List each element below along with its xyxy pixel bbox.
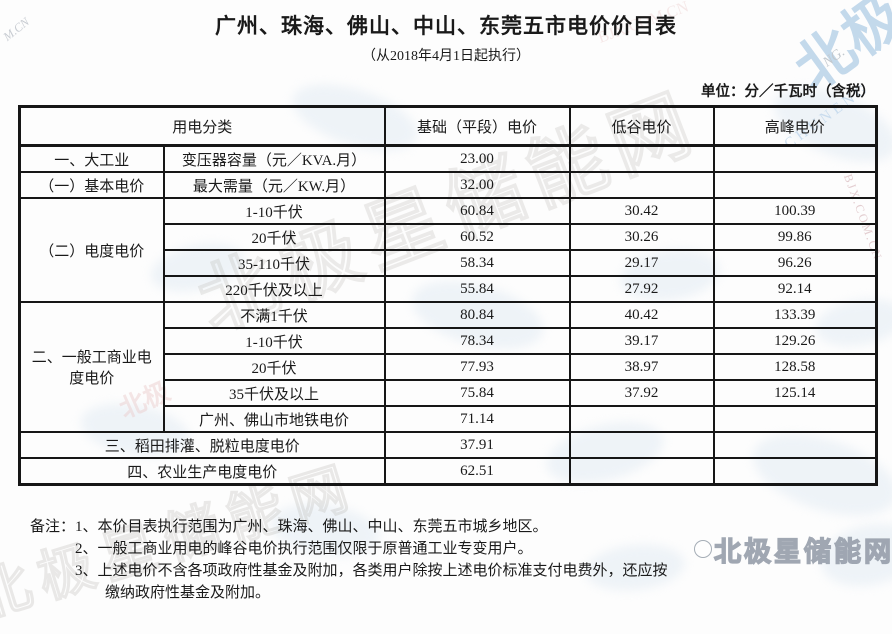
base-price: 55.84 xyxy=(383,275,571,303)
table-header-row: 用电分类 基础（平段）电价 低谷电价 高峰电价 xyxy=(18,105,878,147)
valley-price: 39.17 xyxy=(568,327,715,355)
base-price: 80.84 xyxy=(383,301,571,329)
row-label: 最大需量（元／KW.月） xyxy=(162,171,386,199)
row-label-agricultural: 四、农业生产电度电价 xyxy=(18,457,386,486)
group-energy-price: （二）电度电价 xyxy=(18,197,165,303)
peak-price xyxy=(712,171,878,199)
peak-price: 100.39 xyxy=(712,197,878,225)
peak-price: 133.39 xyxy=(712,301,878,329)
base-price: 75.84 xyxy=(383,379,571,407)
row-label: 1-10千伏 xyxy=(162,197,386,225)
valley-price: 30.26 xyxy=(568,223,715,251)
row-label: 变压器容量（元／KVA.月） xyxy=(162,144,386,173)
valley-price: 29.17 xyxy=(568,249,715,277)
col-header-valley: 低谷电价 xyxy=(568,105,715,147)
base-price: 78.34 xyxy=(383,327,571,355)
base-price: 62.51 xyxy=(383,457,571,486)
notes: 备注： 1、本价目表执行范围为广州、珠海、佛山、中山、东莞五市城乡地区。 2、一… xyxy=(30,516,892,604)
unit-label: 单位：分／千瓦时（含税） xyxy=(701,84,875,100)
peak-price: 125.14 xyxy=(712,379,878,407)
notes-label: 备注： xyxy=(30,519,76,535)
row-label-paddy-irrigation: 三、稻田排灌、脱粒电度电价 xyxy=(18,431,386,459)
table-row: （二）电度电价 1-10千伏 60.84 30.42 100.39 xyxy=(18,197,878,303)
table-row: 二、一般工商业电度电价 不满1千伏 80.84 40.42 133.39 xyxy=(18,301,878,433)
valley-price: 38.97 xyxy=(568,353,715,381)
table-row: 四、农业生产电度电价 62.51 xyxy=(18,457,878,486)
valley-price xyxy=(568,457,715,486)
table-row: 一、大工业 变压器容量（元／KVA.月） 23.00 xyxy=(18,144,878,173)
col-header-category: 用电分类 xyxy=(18,105,386,147)
base-price: 60.52 xyxy=(383,223,571,251)
table-row: 35千伏及以上 75.84 37.92 125.14 xyxy=(20,379,878,407)
peak-price: 128.58 xyxy=(712,353,878,381)
col-header-peak: 高峰电价 xyxy=(712,105,878,147)
group-basic-price: （一）基本电价 xyxy=(18,171,165,199)
group-general-commercial: 二、一般工商业电度电价 xyxy=(18,301,165,433)
base-price: 58.34 xyxy=(383,249,571,277)
peak-price xyxy=(712,405,878,433)
note-item-3-continued: 缴纳政府性基金及附加。 xyxy=(105,585,271,601)
row-label: 20千伏 xyxy=(162,353,386,381)
valley-price: 37.92 xyxy=(568,379,715,407)
page-title: 广州、珠海、佛山、中山、东莞五市电价价目表 xyxy=(215,14,677,38)
note-item-3: 3、上述电价不含各项政府性基金及附加，各类用户除按上述电价标准支付电费外，还应按 xyxy=(75,563,668,579)
base-price: 77.93 xyxy=(383,353,571,381)
row-label: 220千伏及以上 xyxy=(162,275,386,303)
row-label: 35-110千伏 xyxy=(162,249,386,277)
peak-price: 99.86 xyxy=(712,223,878,251)
row-label: 35千伏及以上 xyxy=(162,379,386,407)
note-item-1: 1、本价目表执行范围为广州、珠海、佛山、中山、东莞五市城乡地区。 xyxy=(75,519,548,535)
table-row: 三、稻田排灌、脱粒电度电价 37.91 xyxy=(18,431,878,459)
peak-price xyxy=(712,431,878,459)
valley-price xyxy=(568,171,715,199)
valley-price: 30.42 xyxy=(568,197,715,225)
row-label: 广州、佛山市地铁电价 xyxy=(162,405,386,433)
valley-price xyxy=(568,431,715,459)
base-price: 60.84 xyxy=(383,197,571,225)
peak-price xyxy=(712,144,878,173)
base-price: 71.14 xyxy=(383,405,571,433)
valley-price xyxy=(568,405,715,433)
peak-price xyxy=(712,457,878,486)
price-table: 用电分类 基础（平段）电价 低谷电价 高峰电价 一、大工业 变压器容量（元／KV… xyxy=(18,105,879,486)
group-industrial: 一、大工业 xyxy=(18,144,165,173)
valley-price: 40.42 xyxy=(568,301,715,329)
valley-price: 27.92 xyxy=(568,275,715,303)
col-header-base: 基础（平段）电价 xyxy=(383,105,571,147)
base-price: 23.00 xyxy=(383,144,571,173)
peak-price: 129.26 xyxy=(712,327,878,355)
table-row: （一）基本电价 最大需量（元／KW.月） 32.00 xyxy=(18,171,878,199)
row-label: 不满1千伏 xyxy=(162,301,386,329)
peak-price: 96.26 xyxy=(712,249,878,277)
peak-price: 92.14 xyxy=(712,275,878,303)
row-label: 1-10千伏 xyxy=(162,327,386,355)
valley-price xyxy=(568,144,715,173)
note-item-2: 2、一般工商业用电的峰谷电价执行范围仅限于原普通工业专变用户。 xyxy=(75,541,533,557)
base-price: 32.00 xyxy=(383,171,571,199)
page-subtitle: （从2018年4月1日起执行） xyxy=(362,49,530,64)
base-price: 37.91 xyxy=(383,431,571,459)
row-label: 20千伏 xyxy=(162,223,386,251)
